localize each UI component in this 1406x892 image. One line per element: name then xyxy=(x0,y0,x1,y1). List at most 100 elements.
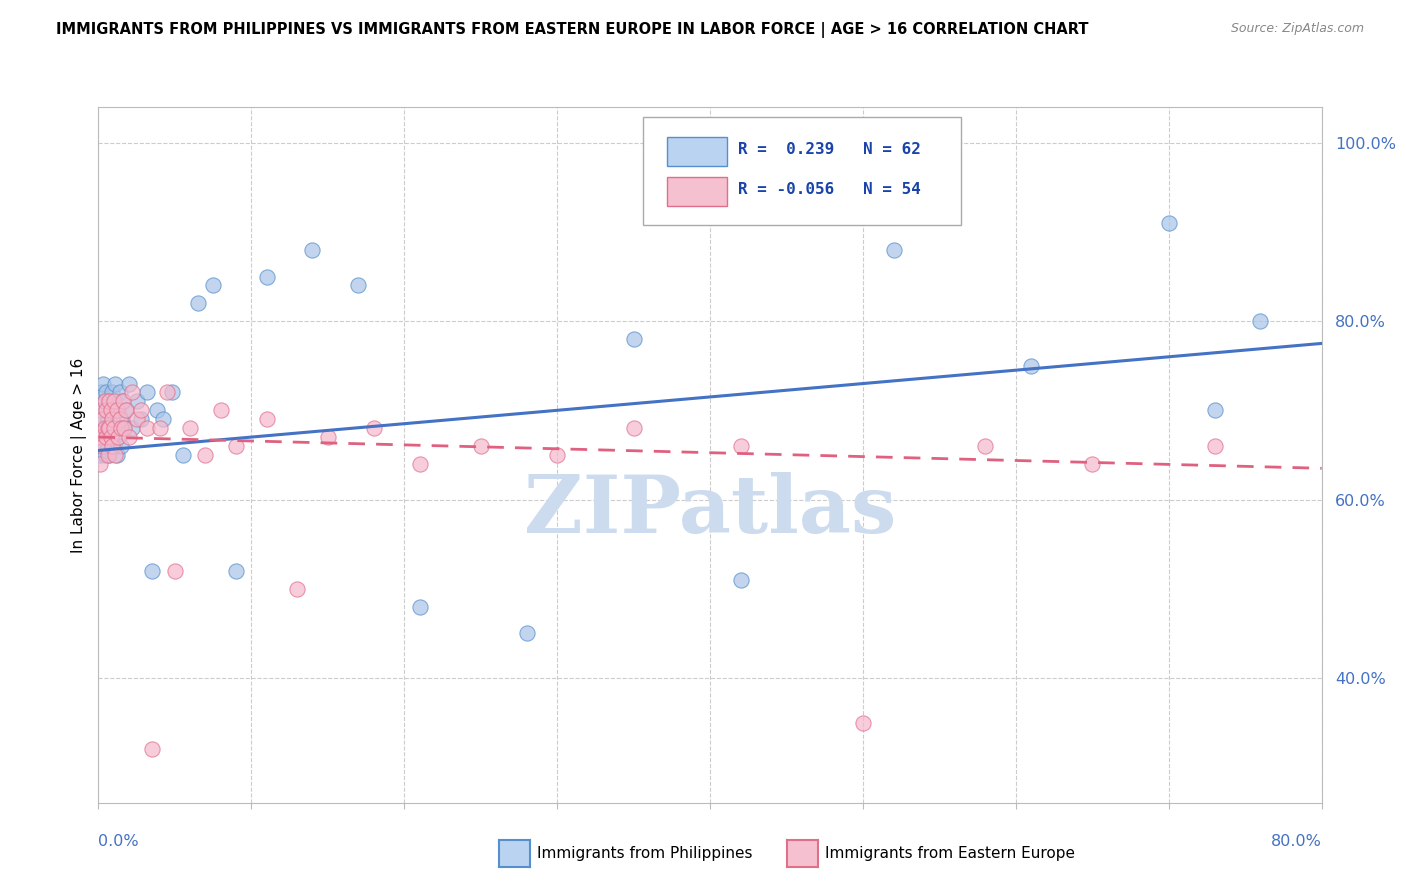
FancyBboxPatch shape xyxy=(643,118,960,226)
Point xyxy=(107,403,129,417)
Point xyxy=(852,715,875,730)
Point xyxy=(316,430,339,444)
Point xyxy=(129,412,152,426)
Point xyxy=(97,412,120,426)
Point xyxy=(104,403,127,417)
Point xyxy=(90,430,112,444)
Point xyxy=(623,332,645,346)
Point xyxy=(187,296,209,310)
Point xyxy=(103,421,125,435)
Point xyxy=(121,385,143,400)
Point xyxy=(1204,439,1226,453)
Point xyxy=(91,439,114,453)
Point xyxy=(136,385,159,400)
Point xyxy=(90,385,112,400)
Point xyxy=(112,421,135,435)
Text: Immigrants from Philippines: Immigrants from Philippines xyxy=(537,847,752,861)
Point xyxy=(93,394,115,409)
Point xyxy=(347,278,370,293)
Point xyxy=(121,421,143,435)
Point xyxy=(100,403,122,417)
Point xyxy=(90,403,112,417)
Point xyxy=(256,412,278,426)
Point xyxy=(93,448,115,462)
Point xyxy=(118,376,141,391)
Point xyxy=(107,430,129,444)
FancyBboxPatch shape xyxy=(668,137,727,166)
Point xyxy=(89,421,111,435)
Point xyxy=(103,439,125,453)
Point xyxy=(115,403,138,417)
Point xyxy=(108,412,131,426)
Point xyxy=(111,394,134,409)
Point xyxy=(101,412,124,426)
Text: Immigrants from Eastern Europe: Immigrants from Eastern Europe xyxy=(825,847,1076,861)
Point xyxy=(93,421,115,435)
Point xyxy=(470,439,492,453)
Point xyxy=(93,421,115,435)
Point xyxy=(101,412,124,426)
Point xyxy=(149,421,172,435)
Point xyxy=(623,421,645,435)
Point xyxy=(98,421,121,435)
Point xyxy=(1081,457,1104,471)
Point xyxy=(100,430,122,444)
Point xyxy=(89,430,111,444)
Y-axis label: In Labor Force | Age > 16: In Labor Force | Age > 16 xyxy=(72,358,87,552)
Point xyxy=(172,448,194,462)
Point xyxy=(90,403,112,417)
Point xyxy=(89,457,111,471)
Point xyxy=(97,421,120,435)
Point xyxy=(97,439,120,453)
Point xyxy=(145,403,167,417)
Point xyxy=(156,385,179,400)
Point xyxy=(516,626,538,640)
Point xyxy=(285,582,308,596)
Point xyxy=(256,269,278,284)
Point xyxy=(160,385,183,400)
Point xyxy=(152,412,174,426)
Point xyxy=(408,457,430,471)
Point xyxy=(100,403,122,417)
Point xyxy=(105,421,128,435)
Text: 0.0%: 0.0% xyxy=(98,834,139,849)
Point xyxy=(408,599,430,614)
Point xyxy=(103,394,125,409)
Point xyxy=(94,403,117,417)
Point xyxy=(730,439,752,453)
Point xyxy=(94,430,117,444)
Text: ZIPatlas: ZIPatlas xyxy=(524,472,896,549)
Point xyxy=(115,403,138,417)
Point xyxy=(101,385,124,400)
Point xyxy=(136,421,159,435)
Point xyxy=(179,421,201,435)
Point xyxy=(94,385,117,400)
Point xyxy=(301,243,323,257)
Point xyxy=(104,376,127,391)
FancyBboxPatch shape xyxy=(668,177,727,206)
Point xyxy=(110,439,132,453)
Point xyxy=(107,430,129,444)
Text: Source: ZipAtlas.com: Source: ZipAtlas.com xyxy=(1230,22,1364,36)
Point xyxy=(194,448,217,462)
Point xyxy=(91,376,114,391)
Point xyxy=(104,448,127,462)
Point xyxy=(94,403,117,417)
Point xyxy=(1157,216,1180,230)
Point xyxy=(363,421,385,435)
Point xyxy=(883,243,905,257)
Point xyxy=(202,278,225,293)
Point xyxy=(1204,403,1226,417)
Text: IMMIGRANTS FROM PHILIPPINES VS IMMIGRANTS FROM EASTERN EUROPE IN LABOR FORCE | A: IMMIGRANTS FROM PHILIPPINES VS IMMIGRANT… xyxy=(56,22,1088,38)
Point xyxy=(110,421,132,435)
Point xyxy=(141,742,163,756)
Point xyxy=(730,573,752,587)
Point xyxy=(98,448,121,462)
Text: R = -0.056   N = 54: R = -0.056 N = 54 xyxy=(738,182,921,196)
Text: 80.0%: 80.0% xyxy=(1271,834,1322,849)
Point xyxy=(91,412,114,426)
Point xyxy=(98,394,121,409)
Point xyxy=(141,564,163,578)
Point xyxy=(103,421,125,435)
Point xyxy=(125,394,148,409)
